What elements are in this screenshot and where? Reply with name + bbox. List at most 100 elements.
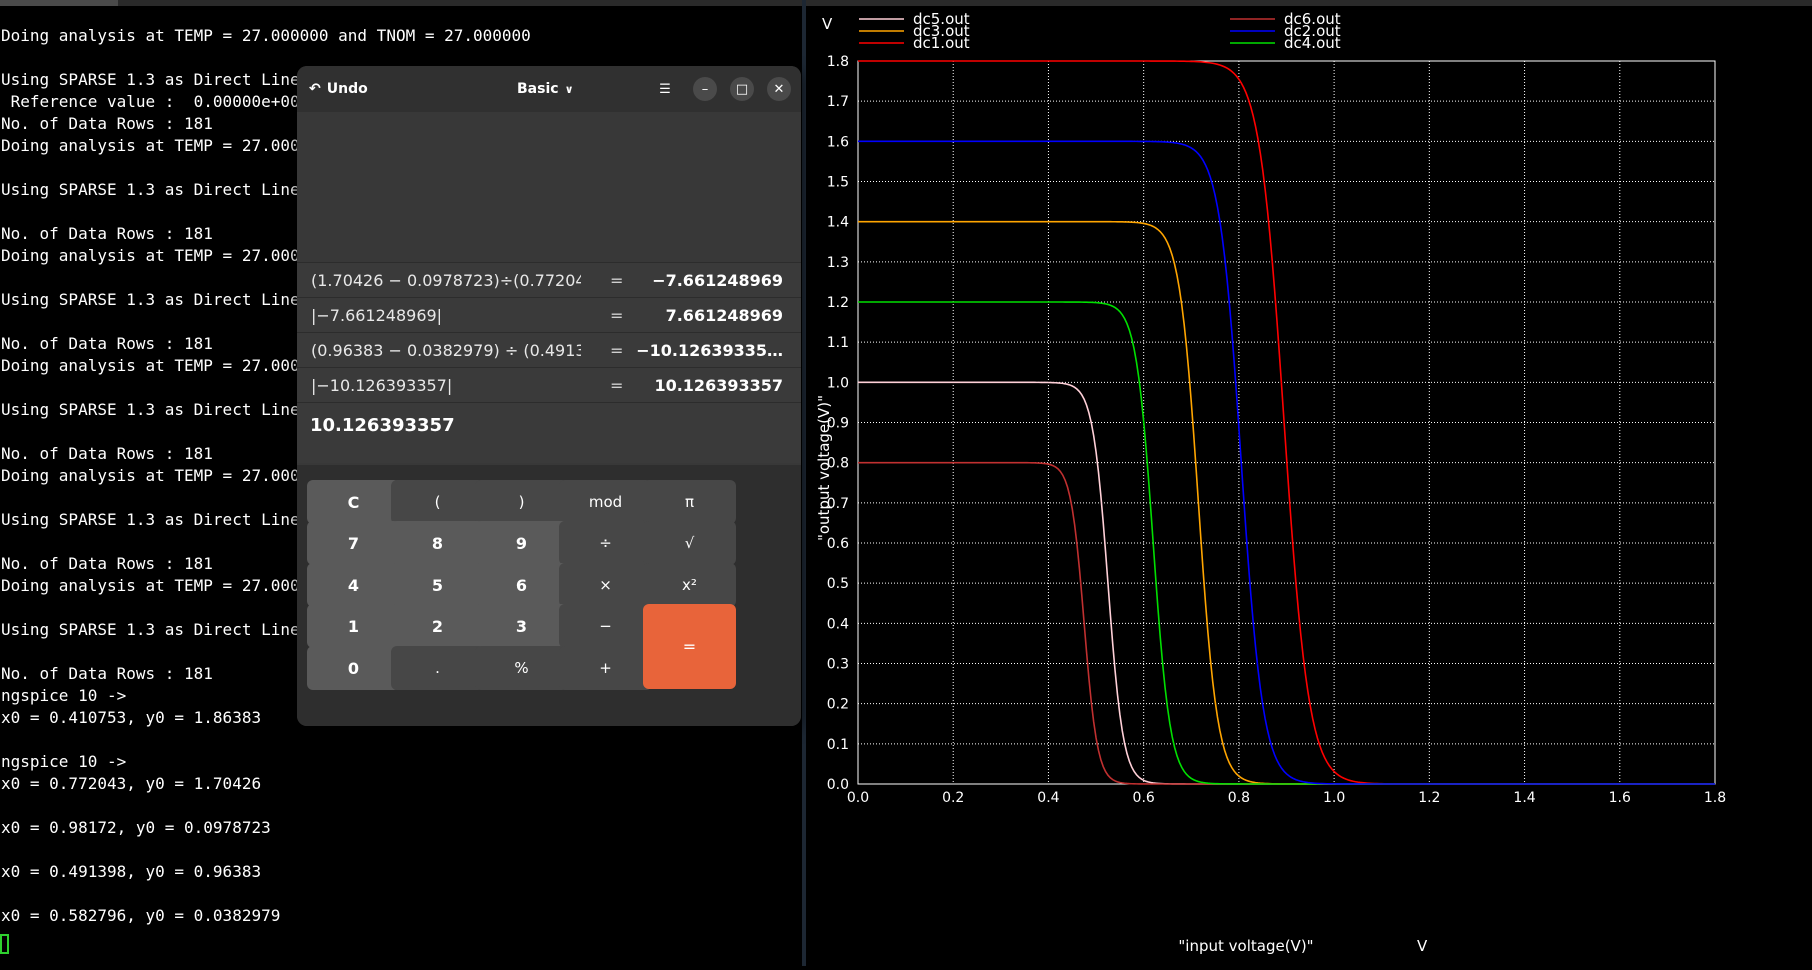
calculator-window[interactable]: ↶ Undo Basic ∨ ☰ – □ ✕ (1.70426 − 0.0978… <box>297 66 801 726</box>
history-result: 7.661248969 <box>665 306 783 325</box>
clear-button[interactable]: C <box>307 480 400 524</box>
sqrt-button[interactable]: √ <box>643 521 736 565</box>
history-row[interactable]: |−10.126393357| = 10.126393357 <box>297 367 801 402</box>
mod-button[interactable]: mod <box>559 480 652 524</box>
terminal-line: Reference value : 0.00000e+00 <box>1 92 300 111</box>
square-button[interactable]: x² <box>643 563 736 607</box>
terminal-line: x0 = 0.98172, y0 = 0.0978723 <box>1 818 271 837</box>
equals-button[interactable]: = <box>643 604 736 689</box>
history-row[interactable]: (1.70426 − 0.0978723)÷(0.772043 − 0.9817… <box>297 262 801 297</box>
minimize-icon: – <box>701 81 709 97</box>
legend-label: dc5.out <box>913 10 970 28</box>
y-axis-label: "output voltage(V)" <box>815 395 833 541</box>
terminal-line: x0 = 0.410753, y0 = 1.86383 <box>1 708 262 727</box>
y-tick-label: 0.1 <box>827 737 849 753</box>
legend-label: dc2.out <box>1284 22 1341 40</box>
legend-label: dc3.out <box>913 22 970 40</box>
y-tick-label: 0.0 <box>827 777 849 793</box>
plot-window[interactable]: 0.0 0.2 0.4 0.6 0.8 1.0 1.2 1.4 1.6 1.8 0.0 0.1 0.2 0… <box>806 6 1812 966</box>
digit-4-button[interactable]: 4 <box>307 563 400 607</box>
history-expression: |−7.661248969| <box>311 306 443 325</box>
history-row[interactable]: (0.96383 − 0.0382979) ÷ (0.491398 − 0.58… <box>297 332 801 367</box>
maximize-icon: □ <box>735 81 749 97</box>
y-tick-label: 1.0 <box>827 375 849 391</box>
digit-2-button[interactable]: 2 <box>391 604 484 648</box>
y-tick-label: 0.4 <box>827 616 849 632</box>
terminal-line: No. of Data Rows : 181 <box>1 114 213 133</box>
digit-7-button[interactable]: 7 <box>307 521 400 565</box>
history-result: −7.661248969 <box>652 271 783 290</box>
history-expression: (1.70426 − 0.0978723)÷(0.772043 − 0.9817… <box>311 271 581 290</box>
digit-9-button[interactable]: 9 <box>475 521 568 565</box>
x-tick-label: 1.4 <box>1513 790 1535 806</box>
pi-button[interactable]: π <box>643 480 736 524</box>
corner-unit-label: V <box>822 15 833 33</box>
series-dc3-out <box>858 220 1715 785</box>
menu-button[interactable]: ☰ <box>653 77 677 101</box>
digit-3-button[interactable]: 3 <box>475 604 568 648</box>
percent-button[interactable]: % <box>475 646 568 690</box>
top-bar <box>0 0 1812 6</box>
history-equals: = <box>610 376 624 395</box>
terminal-line: No. of Data Rows : 181 <box>1 664 213 683</box>
minimize-button[interactable]: – <box>693 77 717 101</box>
y-tick-label: 1.2 <box>827 295 849 311</box>
history-result: −10.12639335… <box>636 341 783 360</box>
top-tab <box>0 0 118 6</box>
y-tick-label: 1.5 <box>827 175 849 191</box>
close-paren-button[interactable]: ) <box>475 480 568 524</box>
y-tick-label: 0.3 <box>827 657 849 673</box>
display-value: 10.126393357 <box>310 415 455 436</box>
x-tick-label: 1.8 <box>1704 790 1726 806</box>
close-icon: ✕ <box>773 81 785 97</box>
divide-button[interactable]: ÷ <box>559 521 652 565</box>
y-tick-label: 1.3 <box>827 255 849 271</box>
y-tick-label: 1.8 <box>827 54 849 70</box>
calculator-display[interactable]: 10.126393357 <box>297 402 801 463</box>
terminal-line: ngspice 10 -> <box>1 686 127 705</box>
chevron-down-icon: ∨ <box>564 82 574 96</box>
digit-0-button[interactable]: 0 <box>307 646 400 690</box>
digit-8-button[interactable]: 8 <box>391 521 484 565</box>
history-expression: |−10.126393357| <box>311 376 453 395</box>
series-dc4-out <box>858 301 1715 785</box>
x-axis-label: "input voltage(V)" <box>1178 937 1313 955</box>
history-result: 10.126393357 <box>654 376 783 395</box>
x-axis-unit: V <box>1417 937 1428 955</box>
y-tick-label: 0.5 <box>827 576 849 592</box>
y-tick-label: 1.4 <box>827 215 849 231</box>
digit-6-button[interactable]: 6 <box>475 563 568 607</box>
digit-1-button[interactable]: 1 <box>307 604 400 648</box>
multiply-button[interactable]: × <box>559 563 652 607</box>
maximize-button[interactable]: □ <box>730 77 754 101</box>
keypad: C() mod π 7 8 9 ÷ √ 4 5 6 × x² 1 2 3− 0.% + = <box>297 465 801 726</box>
x-tick-label: 0.8 <box>1228 790 1250 806</box>
add-button[interactable]: + <box>559 646 652 690</box>
x-tick-label: 0.0 <box>847 790 869 806</box>
undo-label: Undo <box>326 81 368 97</box>
terminal-line: x0 = 0.491398, y0 = 0.96383 <box>1 862 262 881</box>
decimal-button[interactable]: . <box>391 646 484 690</box>
undo-icon: ↶ <box>309 81 321 97</box>
window-divider[interactable] <box>802 0 806 966</box>
series-dc2-out <box>858 140 1715 785</box>
terminal-line: ngspice 10 -> <box>1 752 127 771</box>
y-tick-label: 1.7 <box>827 94 849 110</box>
terminal-line: No. of Data Rows : 181 <box>1 554 213 573</box>
x-tick-label: 1.6 <box>1609 790 1631 806</box>
legend-label: dc6.out <box>1284 10 1341 28</box>
subtract-button[interactable]: − <box>559 604 652 648</box>
mode-label: Basic <box>517 81 559 97</box>
open-paren-button[interactable]: ( <box>391 480 484 524</box>
history-row[interactable]: |−7.661248969| = 7.661248969 <box>297 297 801 332</box>
close-button[interactable]: ✕ <box>767 77 791 101</box>
undo-button[interactable]: ↶ Undo <box>309 77 368 101</box>
history-expression: (0.96383 − 0.0382979) ÷ (0.491398 − 0.58… <box>311 341 581 360</box>
x-tick-label: 1.0 <box>1323 790 1345 806</box>
terminal-line: No. of Data Rows : 181 <box>1 334 213 353</box>
digit-5-button[interactable]: 5 <box>391 563 484 607</box>
series-dc6-out <box>858 461 1715 785</box>
terminal-line: No. of Data Rows : 181 <box>1 224 213 243</box>
series-dc1-out <box>858 60 1715 785</box>
mode-selector[interactable]: Basic ∨ <box>517 77 574 101</box>
